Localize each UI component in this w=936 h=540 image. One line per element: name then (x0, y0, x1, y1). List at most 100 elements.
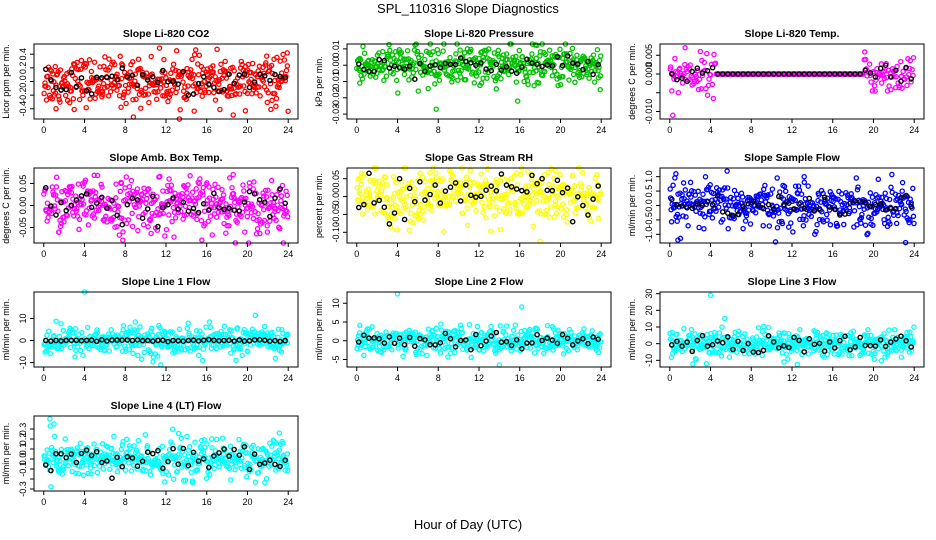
data-point (207, 324, 214, 330)
data-point (406, 77, 412, 83)
mean-point (216, 450, 222, 456)
mean-point (391, 340, 398, 347)
data-point (474, 323, 481, 330)
data-point (516, 47, 523, 54)
mean-point (53, 450, 59, 457)
mean-point (852, 344, 858, 350)
mean-point (391, 63, 398, 69)
mean-point (155, 79, 161, 86)
mean-point (857, 334, 864, 341)
data-point (858, 214, 865, 221)
data-point (252, 479, 259, 485)
data-point (234, 219, 240, 226)
mean-points (669, 332, 915, 356)
x-tick-label: 4 (395, 125, 400, 135)
data-point (136, 203, 143, 209)
data-point (129, 59, 136, 65)
x-tick-label: 16 (202, 373, 212, 383)
data-point (204, 441, 210, 447)
data-point (510, 327, 517, 334)
mean-point (160, 67, 166, 74)
data-point (387, 47, 393, 54)
data-point (210, 69, 216, 75)
data-point (51, 333, 57, 339)
data-point (226, 223, 232, 229)
data-point (596, 64, 602, 71)
mean-point (221, 337, 227, 344)
data-point (240, 182, 246, 188)
mean-point (544, 187, 551, 194)
data-point (155, 458, 162, 465)
data-point (240, 83, 247, 89)
data-point (805, 183, 811, 189)
data-point (397, 210, 404, 217)
mean-point (569, 342, 576, 348)
data-point (403, 56, 410, 63)
mean-point (498, 67, 505, 73)
data-point (60, 466, 67, 472)
mean-point (735, 71, 741, 77)
data-point (715, 204, 722, 210)
data-point (261, 217, 268, 224)
mean-point (149, 450, 156, 457)
data-point (388, 211, 395, 217)
data-point (278, 349, 285, 355)
mean-point (411, 198, 418, 205)
data-point (275, 334, 281, 341)
mean-point (595, 336, 602, 343)
mean-point (750, 349, 757, 355)
x-tick-label: 4 (82, 497, 87, 507)
data-point (266, 67, 273, 74)
data-point (265, 89, 271, 96)
mean-point (745, 71, 752, 77)
data-point (142, 85, 149, 91)
data-point (204, 66, 211, 72)
data-point (879, 194, 885, 201)
data-point (695, 86, 702, 93)
mean-point (468, 346, 474, 353)
y-tick-label: -0.05 (331, 204, 341, 225)
y-tick-label: 30 (644, 289, 654, 299)
mean-point (554, 54, 561, 60)
data-point (527, 345, 534, 351)
data-point (169, 426, 176, 432)
data-point (578, 184, 585, 190)
data-point (194, 466, 201, 473)
data-point (668, 219, 675, 225)
mean-point (699, 70, 706, 76)
data-point (77, 347, 84, 354)
data-point (886, 196, 893, 203)
data-point (709, 349, 716, 356)
data-point (45, 457, 51, 463)
data-point (436, 345, 443, 352)
mean-point (155, 447, 161, 454)
data-point (434, 333, 441, 340)
mean-point (226, 205, 232, 212)
data-point (427, 202, 434, 209)
data-point (206, 184, 212, 190)
data-point (66, 99, 73, 106)
mean-point (714, 338, 721, 344)
mean-point (221, 206, 227, 212)
mean-point (386, 334, 393, 340)
mean-point (811, 71, 818, 77)
mean-point (437, 200, 444, 206)
mean-point (473, 331, 479, 338)
data-point (796, 187, 803, 193)
data-point (103, 213, 109, 220)
mean-point (508, 183, 515, 190)
data-point (909, 66, 915, 73)
mean-point (149, 74, 156, 80)
data-point (707, 72, 714, 78)
x-tick-label: 0 (667, 249, 672, 259)
data-point (733, 349, 740, 355)
mean-point (427, 191, 433, 198)
data-point (382, 210, 388, 216)
mean-point (447, 335, 454, 342)
mean-point (699, 332, 706, 339)
data-point (357, 191, 363, 197)
data-point (214, 46, 220, 53)
mean-point (488, 183, 495, 189)
data-point (782, 188, 789, 195)
data-point (512, 322, 519, 328)
